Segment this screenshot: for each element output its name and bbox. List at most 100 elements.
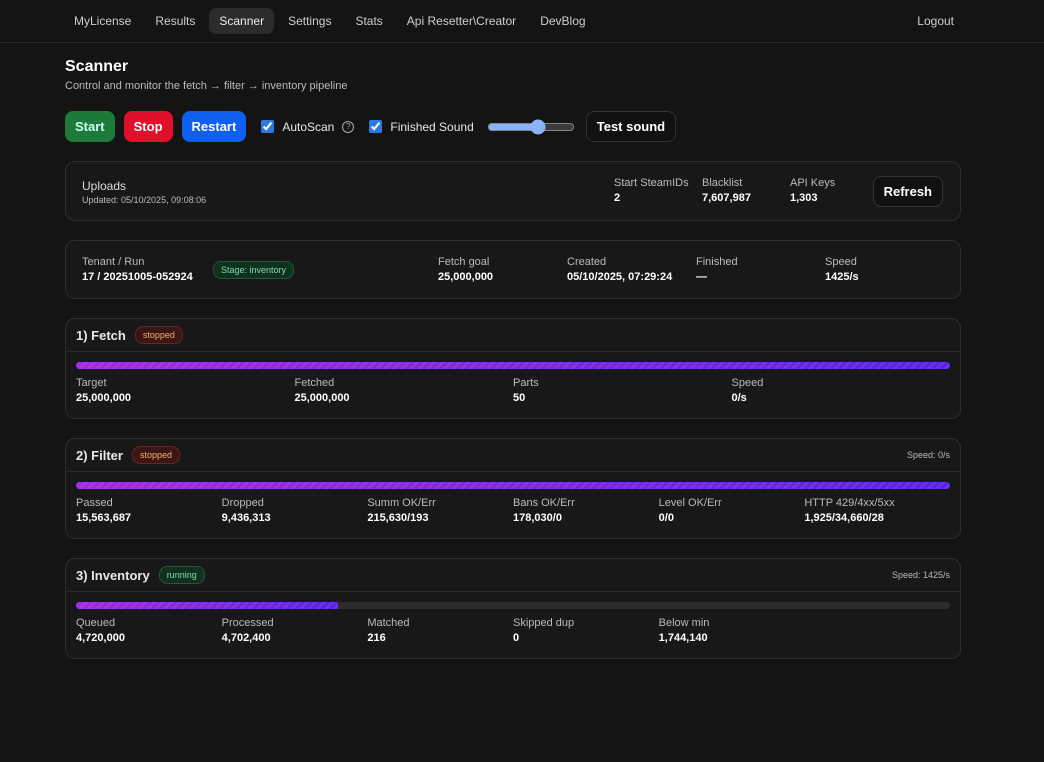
run-stats: Fetch goal 25,000,000 Created 05/10/2025, 0… xyxy=(438,256,954,283)
stat-label: Blacklist xyxy=(702,177,743,189)
stat-label: Summ OK/Err xyxy=(367,497,436,509)
stat-value: 0/s xyxy=(731,392,747,404)
progress-fill xyxy=(76,602,339,609)
stat: Level OK/Err 0/0 xyxy=(659,497,805,524)
stage-card: 3) Inventory running Speed: 1425/s Queued 4,… xyxy=(65,558,961,659)
finished-sound-checkbox[interactable] xyxy=(369,120,383,133)
stat: Speed 0/s xyxy=(732,377,951,404)
nav-bar: MyLicense Results Scanner Settings Stats Api … xyxy=(0,0,1044,43)
stat-label: Below min xyxy=(658,617,710,629)
autoscan[interactable]: AutoScan? xyxy=(261,120,355,134)
stat-label: Speed xyxy=(731,377,764,389)
stat: Parts 50 xyxy=(513,377,732,404)
status-badge: stopped xyxy=(134,326,183,344)
stage-speed: Speed: 0/s xyxy=(906,450,950,460)
stage-stats: Target 25,000,000 Fetched 25,000,000 Parts 50… xyxy=(66,369,960,416)
progress-track xyxy=(76,482,950,489)
nav-item[interactable]: Scanner xyxy=(209,8,275,34)
stat-label: Skipped dup xyxy=(513,617,575,629)
nav-item[interactable]: Results xyxy=(155,14,196,28)
stat-value: 2 xyxy=(614,192,621,204)
stat-value: 05/10/2025, 07:29:24 xyxy=(567,271,673,283)
finished-sound[interactable]: Finished Sound xyxy=(369,119,474,134)
stat-value: 25,000,000 xyxy=(438,271,494,283)
stat-value: 178,030/0 xyxy=(513,512,562,524)
stage-stats: Queued 4,720,000 Processed 4,702,400 Matched… xyxy=(66,609,960,656)
page-title: Scanner xyxy=(65,58,129,75)
test-sound-button[interactable]: Test sound xyxy=(585,111,677,142)
status-badge: stopped xyxy=(131,446,180,464)
stat-value: 25,000,000 xyxy=(76,392,132,404)
nav-item[interactable]: MyLicense xyxy=(74,14,132,28)
nav-item[interactable]: Stats xyxy=(355,14,383,28)
stat: Processed 4,702,400 xyxy=(222,617,368,644)
stat-value: 0 xyxy=(513,632,520,644)
stat: Target 25,000,000 xyxy=(76,377,295,404)
stat-label: Speed xyxy=(825,256,857,268)
stat: Fetched 25,000,000 xyxy=(295,377,514,404)
stat-value: 215,630/193 xyxy=(367,512,429,524)
run-id: Tenant / Run 17 / 20251005-052924 xyxy=(82,256,193,283)
volume-slider[interactable] xyxy=(486,118,575,135)
stat: HTTP 429/4xx/5xx 1,925/34,660/28 xyxy=(804,497,950,524)
start-button[interactable]: Start xyxy=(65,111,115,142)
help-icon[interactable]: ? xyxy=(342,120,355,133)
stat-label: Created xyxy=(567,256,607,268)
stat-value: 1425/s xyxy=(825,271,859,283)
stat: API Keys 1,303 xyxy=(790,177,878,204)
stage-card: 2) Filter stopped Speed: 0/s Passed 15,563,6… xyxy=(65,438,961,539)
stages: 1) Fetch stopped Target 25,000,000 Fetched 25… xyxy=(65,318,961,659)
stat-label: Passed xyxy=(76,497,113,509)
stat: Summ OK/Err 215,630/193 xyxy=(367,497,513,524)
stat: Bans OK/Err 178,030/0 xyxy=(513,497,659,524)
progress-fill xyxy=(76,482,950,489)
stage-stats: Passed 15,563,687 Dropped 9,436,313 Summ OK/… xyxy=(66,489,960,536)
stage-header: 2) Filter stopped Speed: 0/s xyxy=(66,439,960,472)
stat: Skipped dup 0 xyxy=(513,617,659,644)
nav-item[interactable]: DevBlog xyxy=(540,14,586,28)
autoscan-checkbox[interactable] xyxy=(261,120,275,133)
stat-value: 216 xyxy=(367,632,386,644)
stage-card: 1) Fetch stopped Target 25,000,000 Fetched 25… xyxy=(65,318,961,419)
nav-item[interactable]: Api Resetter\Creator xyxy=(406,14,517,28)
stat: Passed 15,563,687 xyxy=(76,497,222,524)
stat-label: Matched xyxy=(367,617,410,629)
restart-button[interactable]: Restart xyxy=(181,111,247,142)
stat: Matched 216 xyxy=(367,617,513,644)
stat-value: 1,744,140 xyxy=(658,632,708,644)
stat-value: 0/0 xyxy=(658,512,674,524)
stat-label: Queued xyxy=(76,617,116,629)
uploads-stats: Start SteamIDs 2 Blacklist 7,607,987 API Key… xyxy=(614,177,878,204)
stat-label: Processed xyxy=(221,617,274,629)
uploads-updated: Updated: 05/10/2025, 09:08:06 xyxy=(82,195,207,205)
stat-value: 15,563,687 xyxy=(76,512,132,524)
stat: Fetch goal 25,000,000 xyxy=(438,256,567,283)
refresh-button[interactable]: Refresh xyxy=(872,176,943,207)
stat: Blacklist 7,607,987 xyxy=(702,177,790,204)
run-card: Tenant / Run 17 / 20251005-052924 Stage:… xyxy=(65,240,961,299)
stat: Dropped 9,436,313 xyxy=(222,497,368,524)
finished-sound-label: Finished Sound xyxy=(390,119,474,134)
stat-label: Fetch goal xyxy=(438,256,490,268)
stage-header: 3) Inventory running Speed: 1425/s xyxy=(66,559,960,592)
stat-label: Dropped xyxy=(221,497,264,509)
stage-speed: Speed: 1425/s xyxy=(891,570,950,580)
nav-item[interactable]: Settings xyxy=(288,14,332,28)
logout[interactable]: Logout xyxy=(917,14,954,28)
stat-value: 1,925/34,660/28 xyxy=(804,512,884,524)
stage-header: 1) Fetch stopped xyxy=(66,319,960,352)
stat-label: Start SteamIDs xyxy=(614,177,689,189)
stat-label: HTTP 429/4xx/5xx xyxy=(804,497,895,509)
subtitle: Control and monitor the fetch → filter →… xyxy=(65,80,348,92)
stat: Finished — xyxy=(696,256,825,283)
stat-value: 50 xyxy=(513,392,526,404)
stat-label: Level OK/Err xyxy=(658,497,722,509)
stat: Start SteamIDs 2 xyxy=(614,177,702,204)
stage-badge: Stage: inventory xyxy=(213,261,295,279)
stop-button[interactable]: Stop xyxy=(123,111,173,142)
stat: Created 05/10/2025, 07:29:24 xyxy=(567,256,696,283)
stat-value: 7,607,987 xyxy=(702,192,751,204)
progress-track xyxy=(76,602,950,609)
stat-value: 25,000,000 xyxy=(294,392,350,404)
